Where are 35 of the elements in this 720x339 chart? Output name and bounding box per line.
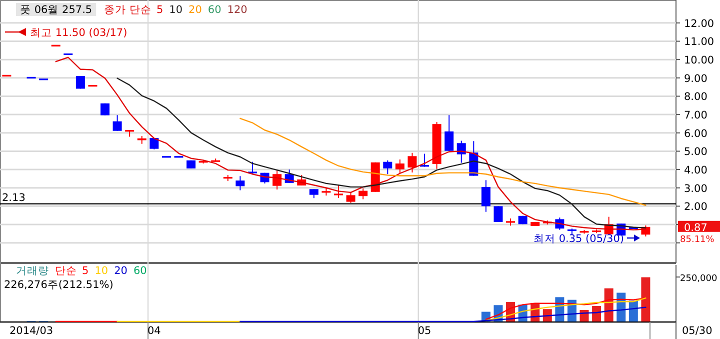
text: 5 — [156, 4, 164, 16]
annotation: 최고 11.50 (03/17) — [30, 27, 128, 39]
x-tick-label: 05 — [418, 325, 432, 337]
legend-label: 60 — [133, 265, 147, 277]
y-tick-label: 8.00 — [684, 91, 708, 104]
text: 85.11% — [680, 234, 715, 245]
x-tick-label: 04 — [147, 325, 162, 337]
y-tick-label: 10.00 — [684, 54, 714, 67]
y-tick-label: 12.00 — [684, 18, 714, 30]
y-tick-label: 6.00 — [684, 128, 708, 140]
y-tick-label: 2.00 — [684, 201, 708, 214]
text: 5 — [82, 265, 89, 277]
y-tick-label: 11.00 — [684, 36, 714, 48]
legend-label: 60 — [208, 4, 222, 16]
y-tick-label: 3.00 — [684, 182, 708, 195]
text: 250,000 — [680, 274, 718, 284]
x-tick-label: 2014/03 — [9, 325, 54, 337]
chart-title: 거래량 — [16, 265, 49, 277]
legend-label: 120 — [227, 4, 248, 16]
text: 20 — [188, 4, 202, 16]
y-tick-label: 9.00 — [684, 72, 708, 85]
y-tick-label: 7.00 — [684, 110, 708, 122]
legend-title: 종가 단순 — [104, 4, 152, 16]
y-tick-label: 5.00 — [684, 146, 708, 158]
y-tick-label: 4.00 — [684, 164, 708, 177]
chart-title: 풋 06월 257.5 — [20, 4, 92, 16]
text: 10 — [94, 265, 108, 277]
text: 05/30 — [682, 325, 712, 337]
text: 0.87 — [684, 222, 708, 234]
text: 10 — [169, 4, 183, 16]
annotation: 226,276주(212.51%) — [4, 279, 114, 291]
annotation: 최저 0.35 (05/30) — [533, 233, 624, 245]
ref-line-label: 2.13 — [2, 192, 26, 204]
text: 20 — [114, 265, 128, 277]
legend-title: 단순 — [55, 265, 77, 277]
